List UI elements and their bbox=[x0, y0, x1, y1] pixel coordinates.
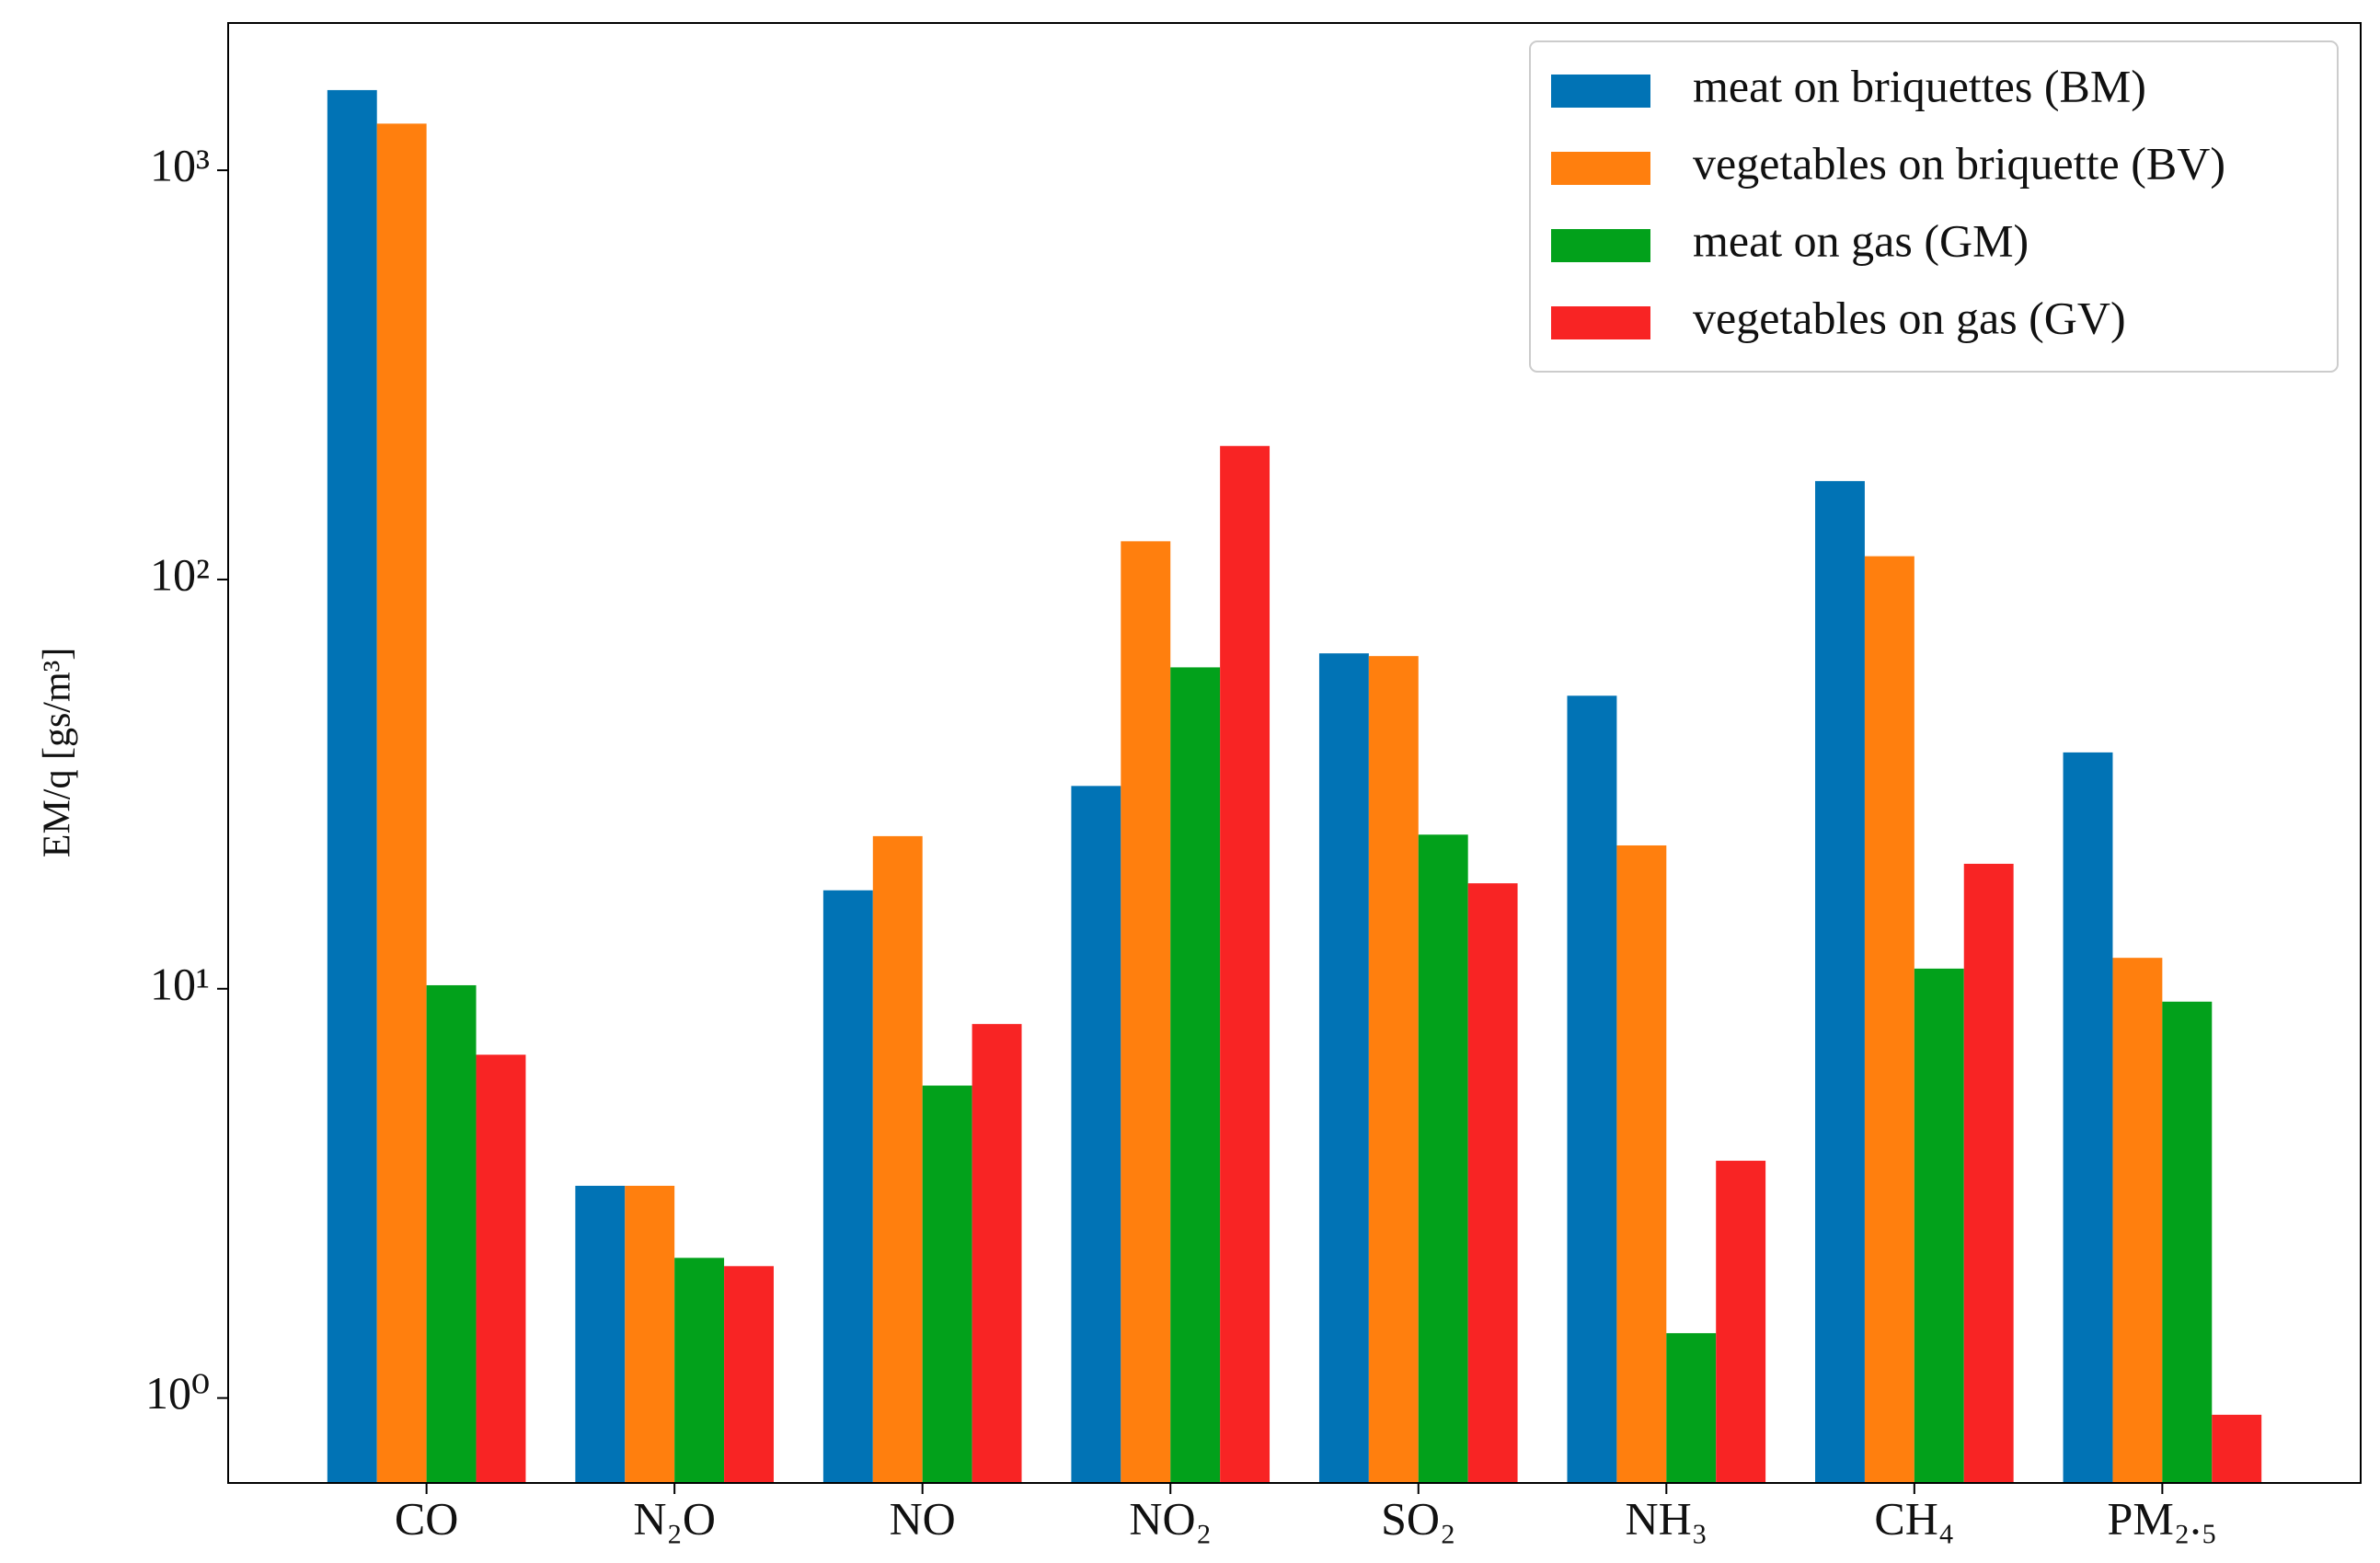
legend-label: meat on briquettes (BM) bbox=[1693, 60, 2146, 111]
bar bbox=[1616, 845, 1667, 1483]
legend-box bbox=[1529, 40, 2339, 373]
x-tick-label: NO bbox=[890, 1492, 956, 1544]
legend-swatch bbox=[1551, 152, 1650, 185]
bar bbox=[1318, 653, 1369, 1483]
legend-label: meat on gas (GM) bbox=[1693, 214, 2029, 266]
y-axis-label: EM/q [gs/m³] bbox=[37, 648, 79, 857]
bar bbox=[1914, 968, 1964, 1483]
bar bbox=[2112, 958, 2163, 1483]
bar bbox=[426, 984, 477, 1483]
bar bbox=[2162, 1001, 2213, 1483]
bar bbox=[327, 89, 377, 1484]
bar bbox=[1220, 445, 1270, 1484]
legend-label: vegetables on briquette (BV) bbox=[1693, 137, 2225, 189]
legend-swatch bbox=[1551, 75, 1650, 108]
bar bbox=[1418, 834, 1468, 1483]
x-tick-label: NH₃ bbox=[1625, 1492, 1707, 1544]
x-tick-label: PM₂.₅ bbox=[2108, 1492, 2218, 1544]
bar bbox=[625, 1185, 675, 1483]
bar bbox=[1864, 556, 1914, 1483]
x-tick-label: SO₂ bbox=[1381, 1492, 1455, 1544]
legend-label: vegetables on gas (GV) bbox=[1693, 292, 2126, 343]
bar bbox=[972, 1024, 1022, 1483]
bar bbox=[476, 1054, 526, 1483]
y-tick-label: 10⁰ bbox=[145, 1367, 210, 1419]
bar bbox=[922, 1086, 972, 1483]
y-tick-label: 10² bbox=[150, 548, 210, 600]
plot-frame bbox=[227, 22, 2362, 1484]
x-tick-label: CH₄ bbox=[1874, 1492, 1954, 1544]
legend-swatch bbox=[1551, 229, 1650, 262]
bar bbox=[724, 1266, 774, 1483]
bar bbox=[1071, 786, 1121, 1483]
bar bbox=[575, 1185, 626, 1483]
y-tick-label: 10¹ bbox=[150, 958, 210, 1009]
legend-swatch bbox=[1551, 306, 1650, 339]
bar bbox=[822, 890, 873, 1483]
bar bbox=[1368, 656, 1419, 1483]
bar bbox=[1716, 1160, 1766, 1483]
x-tick-label: N₂O bbox=[633, 1492, 716, 1544]
bar bbox=[1170, 667, 1221, 1483]
bar bbox=[1467, 883, 1518, 1483]
bar bbox=[872, 835, 923, 1483]
bar bbox=[2212, 1414, 2262, 1483]
bar bbox=[2063, 752, 2113, 1483]
bar bbox=[674, 1258, 725, 1483]
bar bbox=[1567, 695, 1617, 1483]
bar bbox=[1666, 1333, 1717, 1483]
x-tick-label: CO bbox=[395, 1492, 458, 1544]
bar bbox=[1121, 541, 1171, 1483]
bar bbox=[1815, 480, 1865, 1483]
x-tick-label: NO₂ bbox=[1129, 1492, 1212, 1544]
bar bbox=[1963, 863, 2014, 1483]
y-tick-label: 10³ bbox=[150, 140, 210, 191]
bar bbox=[376, 123, 427, 1483]
